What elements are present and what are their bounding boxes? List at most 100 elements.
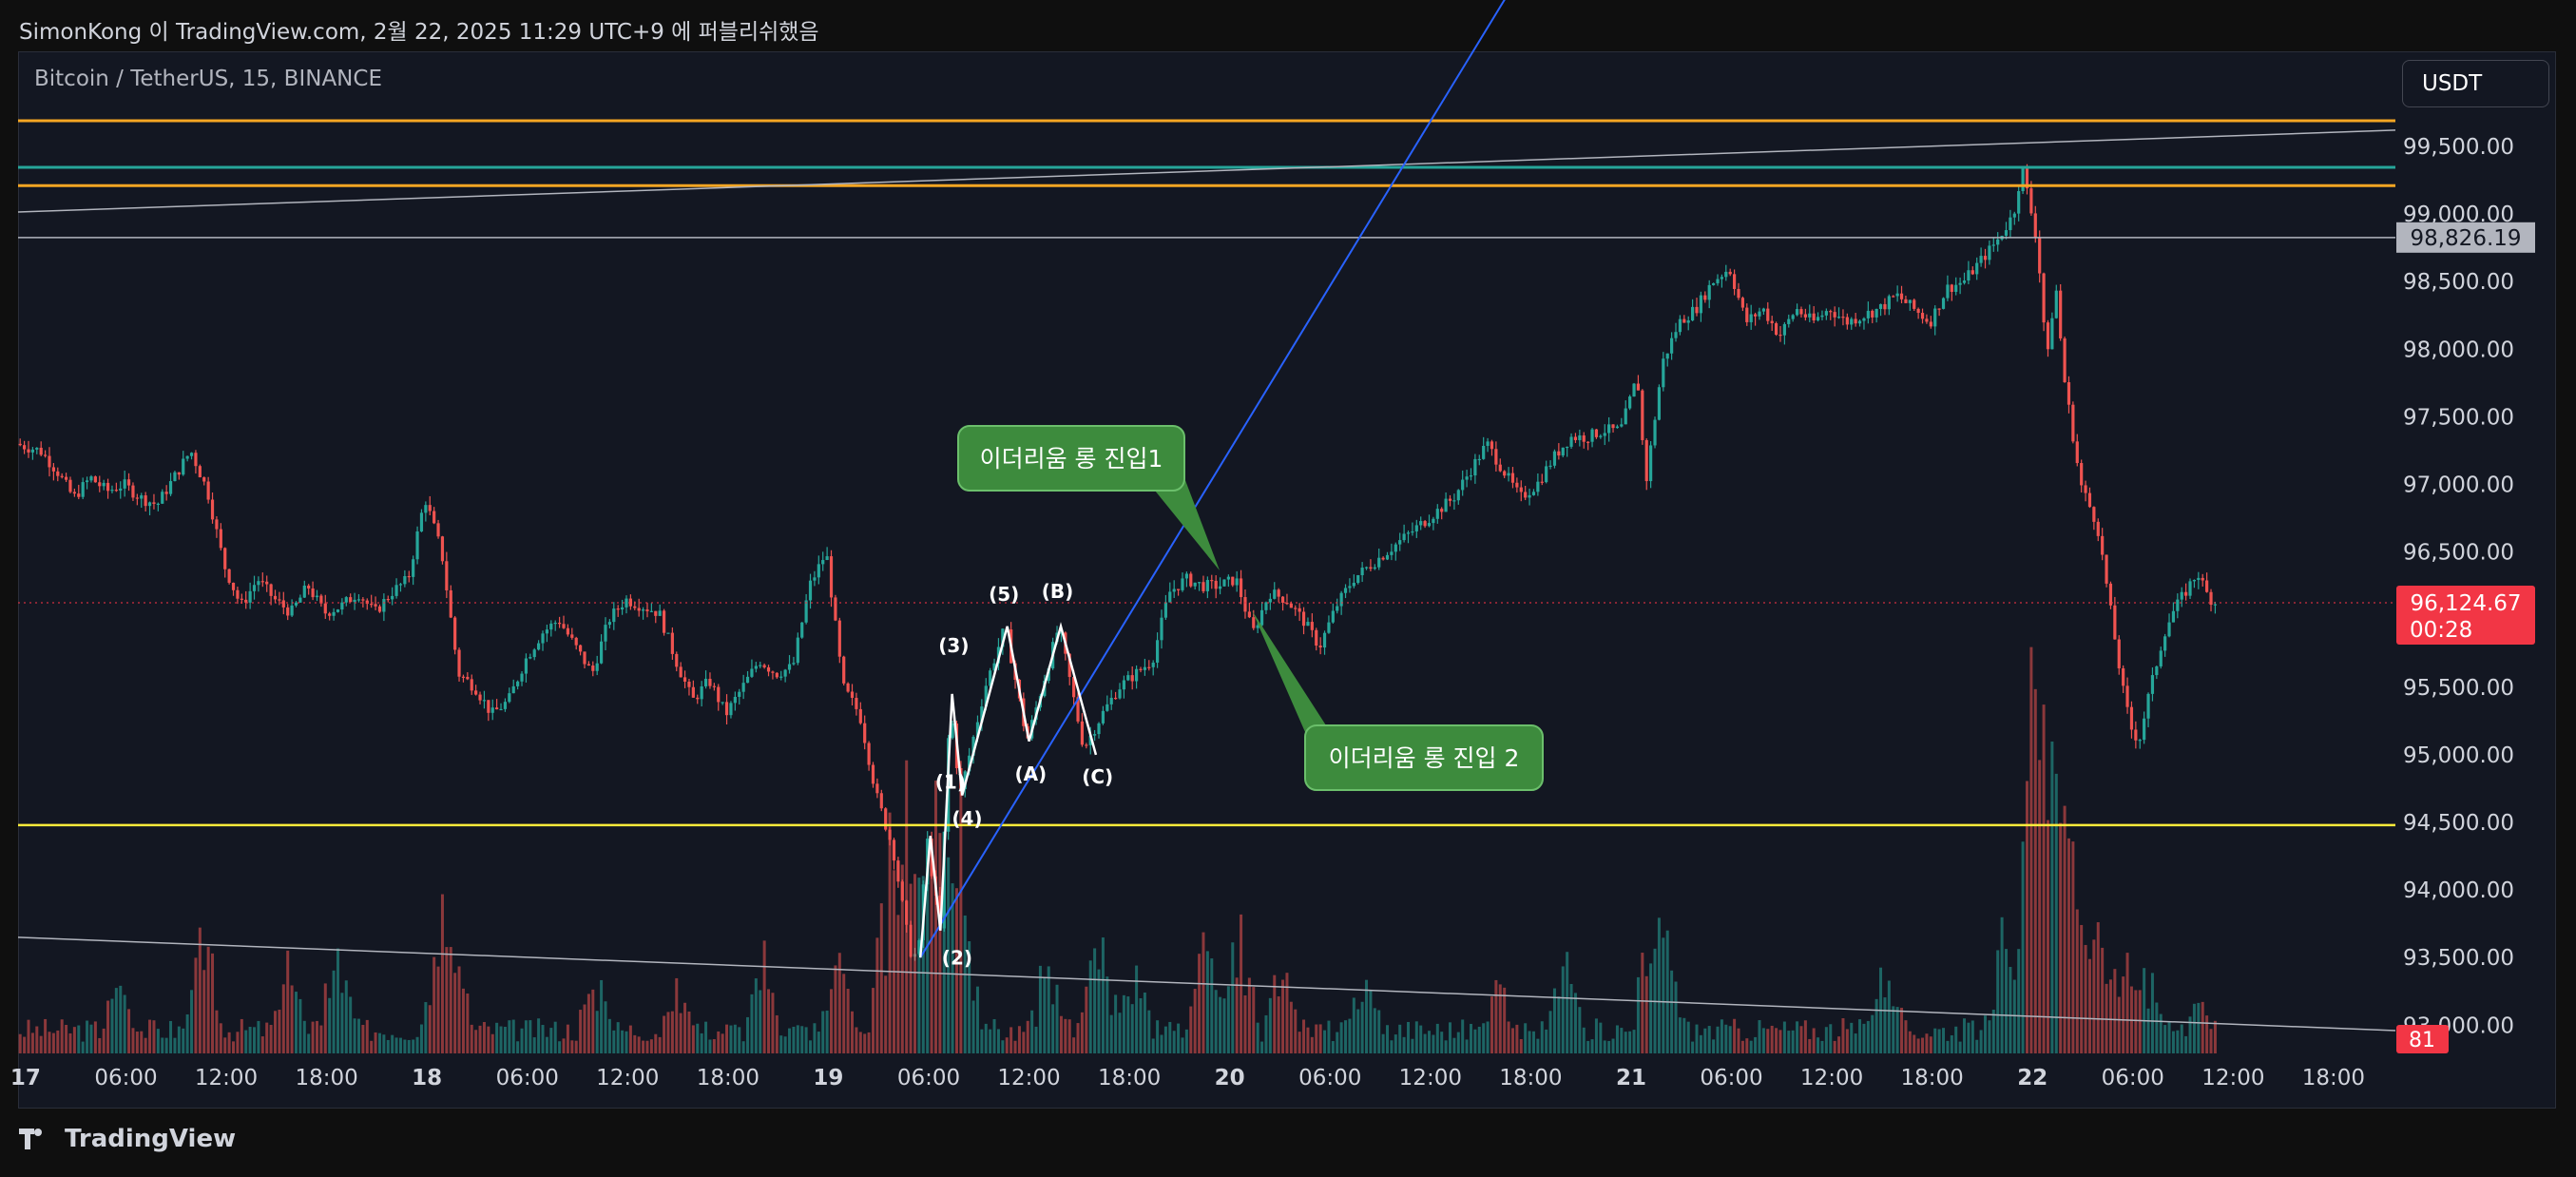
volume-bar	[792, 1026, 796, 1053]
volume-bar	[1761, 1028, 1765, 1053]
candle-body	[302, 585, 306, 598]
volume-bar	[391, 1034, 394, 1053]
candle-body	[487, 700, 490, 713]
volume-bar	[1219, 996, 1222, 1053]
candle-body	[135, 497, 139, 499]
candle-body	[1310, 622, 1314, 630]
candle-body	[177, 472, 181, 475]
candle-body	[110, 490, 114, 492]
volume-bar	[56, 1030, 60, 1053]
volume-bar	[649, 1039, 653, 1053]
volume-bar	[1641, 953, 1644, 1053]
candle-body	[1184, 573, 1188, 579]
candle-body	[189, 453, 194, 456]
volume-bar	[311, 1021, 315, 1053]
candle-body	[273, 595, 278, 600]
volume-bar	[1277, 996, 1280, 1053]
candle-body	[1854, 318, 1857, 324]
candle-body	[549, 623, 553, 630]
candle-body	[1369, 567, 1373, 569]
volume-bar	[1799, 1026, 1803, 1053]
volume-bar	[855, 1027, 858, 1053]
volume-bar	[51, 1032, 55, 1053]
volume-bar	[621, 1030, 625, 1053]
candle-body	[257, 581, 260, 586]
candle-body	[1072, 677, 1076, 698]
volume-bar	[398, 1037, 402, 1053]
volume-bar	[1085, 986, 1088, 1053]
x-tick-label: 18:00	[295, 1066, 357, 1090]
volume-bar	[503, 1027, 507, 1053]
x-tick-label: 12:00	[997, 1066, 1060, 1090]
volume-bar	[30, 1032, 34, 1053]
volume-bar	[905, 760, 909, 1053]
candle-body	[1611, 424, 1615, 429]
volume-bar	[1210, 958, 1214, 1053]
volume-bar	[633, 1034, 637, 1053]
candle-body	[537, 643, 541, 650]
volume-bar	[1285, 973, 1289, 1053]
currency-selector[interactable]: USDT	[2402, 60, 2549, 107]
volume-bar	[738, 1027, 741, 1053]
candle-body	[2038, 237, 2042, 274]
candle-body	[2050, 318, 2054, 350]
x-tick-label: 18	[412, 1066, 442, 1090]
candle-body	[1569, 436, 1573, 447]
volume-bar	[1737, 1028, 1740, 1053]
volume-bar	[1456, 1032, 1460, 1053]
candle-body	[1494, 449, 1498, 465]
candle-body	[2009, 217, 2012, 231]
candle-body	[1728, 271, 1732, 275]
volume-bar	[1336, 1032, 1339, 1053]
volume-bar	[1268, 997, 1272, 1053]
candle-body	[1331, 610, 1335, 623]
volume-bar	[428, 1005, 432, 1053]
x-tick-label: 12:00	[596, 1066, 659, 1090]
candle-body	[1327, 622, 1331, 633]
candle-body	[433, 511, 436, 524]
volume-bar	[307, 1033, 311, 1053]
volume-bar	[1778, 1030, 1782, 1053]
volume-bar	[60, 1019, 64, 1053]
volume-bar	[663, 1015, 666, 1053]
volume-bar	[1950, 1034, 1953, 1053]
candle-body	[206, 481, 210, 500]
candle-body	[1360, 568, 1364, 576]
volume-bar	[248, 1027, 252, 1053]
candle-body	[1059, 632, 1064, 634]
candle-body	[1782, 323, 1786, 336]
volume-bar	[583, 1004, 586, 1053]
candle-body	[2205, 580, 2209, 592]
candle-body	[524, 658, 529, 674]
candle-body	[1114, 697, 1118, 700]
volume-bar	[879, 903, 883, 1053]
candle-body	[2046, 322, 2050, 350]
level-price-text: 98,826.19	[2410, 226, 2521, 251]
volume-bar	[23, 1036, 27, 1053]
volume-bar	[1327, 1020, 1331, 1053]
candle-body	[1181, 578, 1184, 590]
candle-body	[879, 793, 883, 809]
candle-body	[2033, 213, 2037, 238]
candle-body	[2021, 167, 2025, 192]
candle-body	[1753, 314, 1758, 317]
volume-bar	[27, 1019, 30, 1053]
volume-bar	[1607, 1040, 1611, 1053]
candle-body	[1904, 299, 1908, 303]
candle-body	[236, 589, 240, 599]
candle-body	[1322, 632, 1327, 648]
volume-bar	[1205, 951, 1209, 1053]
volume-bar	[704, 1021, 708, 1053]
volume-bar	[2063, 805, 2067, 1053]
volume-bar	[771, 993, 775, 1053]
candle-body	[415, 531, 419, 560]
volume-bar	[365, 1019, 369, 1053]
candle-body	[645, 609, 649, 611]
volume-bar	[1707, 1026, 1711, 1053]
volume-bar	[1979, 1030, 1983, 1053]
candle-body	[2017, 191, 2021, 214]
candle-body	[1749, 314, 1753, 322]
footer-brand: TradingView	[19, 1125, 236, 1153]
x-tick-label: 06:00	[897, 1066, 960, 1090]
